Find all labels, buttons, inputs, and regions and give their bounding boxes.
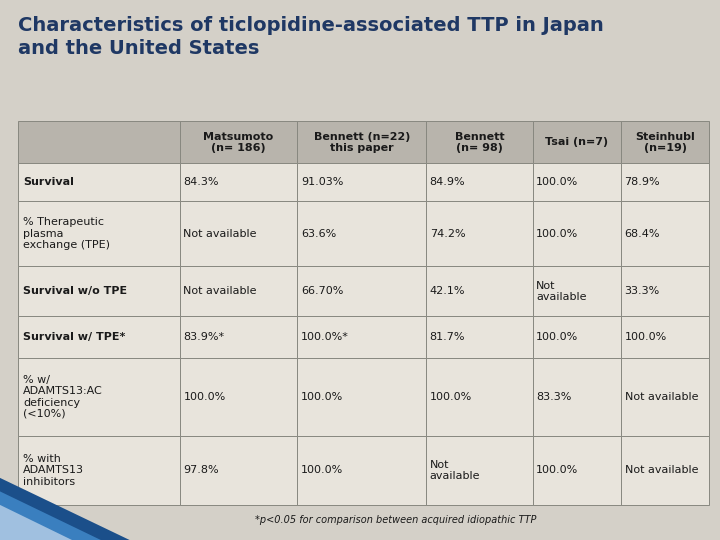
Text: 100.0%: 100.0% <box>536 332 579 342</box>
Bar <box>426 164 533 201</box>
Text: Matsumoto
(n= 186): Matsumoto (n= 186) <box>204 132 274 153</box>
Bar <box>426 436 533 505</box>
Bar <box>297 266 426 316</box>
Text: 100.0%: 100.0% <box>301 392 343 402</box>
Text: 100.0%*: 100.0%* <box>301 332 349 342</box>
Bar <box>18 316 180 358</box>
Bar <box>533 316 621 358</box>
Bar <box>621 266 709 316</box>
Bar <box>297 164 426 201</box>
Text: 74.2%: 74.2% <box>430 228 465 239</box>
Text: 42.1%: 42.1% <box>430 286 465 296</box>
Text: Not available: Not available <box>624 465 698 475</box>
Text: 68.4%: 68.4% <box>624 228 660 239</box>
Text: Not available: Not available <box>624 392 698 402</box>
Polygon shape <box>0 505 72 540</box>
Text: 84.3%: 84.3% <box>184 177 219 187</box>
Text: 100.0%: 100.0% <box>536 465 579 475</box>
Text: 81.7%: 81.7% <box>430 332 465 342</box>
Text: % w/
ADAMTS13:AC
deficiency
(<10%): % w/ ADAMTS13:AC deficiency (<10%) <box>23 375 103 419</box>
Bar <box>18 436 180 505</box>
Text: Bennett
(n= 98): Bennett (n= 98) <box>454 132 504 153</box>
Text: 66.70%: 66.70% <box>301 286 343 296</box>
Bar <box>297 358 426 436</box>
Bar <box>180 358 297 436</box>
Text: Not available: Not available <box>184 286 257 296</box>
Polygon shape <box>0 478 130 540</box>
Bar <box>426 358 533 436</box>
Text: 100.0%: 100.0% <box>184 392 225 402</box>
Bar <box>180 316 297 358</box>
Bar <box>18 164 180 201</box>
Text: Not
available: Not available <box>536 281 587 302</box>
Bar <box>533 436 621 505</box>
Text: Survival w/ TPE*: Survival w/ TPE* <box>23 332 125 342</box>
Text: 83.3%: 83.3% <box>536 392 572 402</box>
Text: Survival: Survival <box>23 177 74 187</box>
Text: Survival w/o TPE: Survival w/o TPE <box>23 286 127 296</box>
Bar <box>180 122 297 164</box>
Bar <box>533 122 621 164</box>
Text: 33.3%: 33.3% <box>624 286 660 296</box>
Text: Bennett (n=22)
this paper: Bennett (n=22) this paper <box>314 132 410 153</box>
Bar <box>297 436 426 505</box>
Bar <box>426 201 533 266</box>
Bar <box>621 358 709 436</box>
Bar <box>621 164 709 201</box>
Bar <box>297 201 426 266</box>
Bar <box>297 122 426 164</box>
Text: % with
ADAMTS13
inhibitors: % with ADAMTS13 inhibitors <box>23 454 84 487</box>
Bar <box>18 122 180 164</box>
Polygon shape <box>0 491 101 540</box>
Bar <box>621 316 709 358</box>
Bar <box>621 122 709 164</box>
Bar <box>426 316 533 358</box>
Bar <box>533 358 621 436</box>
Bar <box>621 201 709 266</box>
Text: 97.8%: 97.8% <box>184 465 219 475</box>
Bar <box>180 201 297 266</box>
Bar <box>180 436 297 505</box>
Text: 84.9%: 84.9% <box>430 177 465 187</box>
Bar <box>297 316 426 358</box>
Text: 83.9%*: 83.9%* <box>184 332 225 342</box>
Text: 100.0%: 100.0% <box>624 332 667 342</box>
Text: 63.6%: 63.6% <box>301 228 336 239</box>
Bar <box>18 266 180 316</box>
Bar <box>621 436 709 505</box>
Text: 100.0%: 100.0% <box>536 228 579 239</box>
Text: Steinhubl
(n=19): Steinhubl (n=19) <box>635 132 695 153</box>
Text: Not available: Not available <box>184 228 257 239</box>
Bar <box>533 201 621 266</box>
Bar <box>533 266 621 316</box>
Text: 78.9%: 78.9% <box>624 177 660 187</box>
Text: Not
available: Not available <box>430 460 480 481</box>
Text: 100.0%: 100.0% <box>430 392 472 402</box>
Bar <box>180 266 297 316</box>
Text: % Therapeutic
plasma
exchange (TPE): % Therapeutic plasma exchange (TPE) <box>23 218 110 250</box>
Text: 91.03%: 91.03% <box>301 177 343 187</box>
Text: 100.0%: 100.0% <box>536 177 579 187</box>
Text: Characteristics of ticlopidine-associated TTP in Japan
and the United States: Characteristics of ticlopidine-associate… <box>18 16 604 58</box>
Bar <box>180 164 297 201</box>
Text: 100.0%: 100.0% <box>301 465 343 475</box>
Bar <box>426 266 533 316</box>
Bar <box>426 122 533 164</box>
Text: *p<0.05 for comparison between acquired idiopathic TTP: *p<0.05 for comparison between acquired … <box>256 515 536 525</box>
Text: Tsai (n=7): Tsai (n=7) <box>545 138 608 147</box>
Bar <box>533 164 621 201</box>
Bar <box>18 201 180 266</box>
Bar <box>18 358 180 436</box>
